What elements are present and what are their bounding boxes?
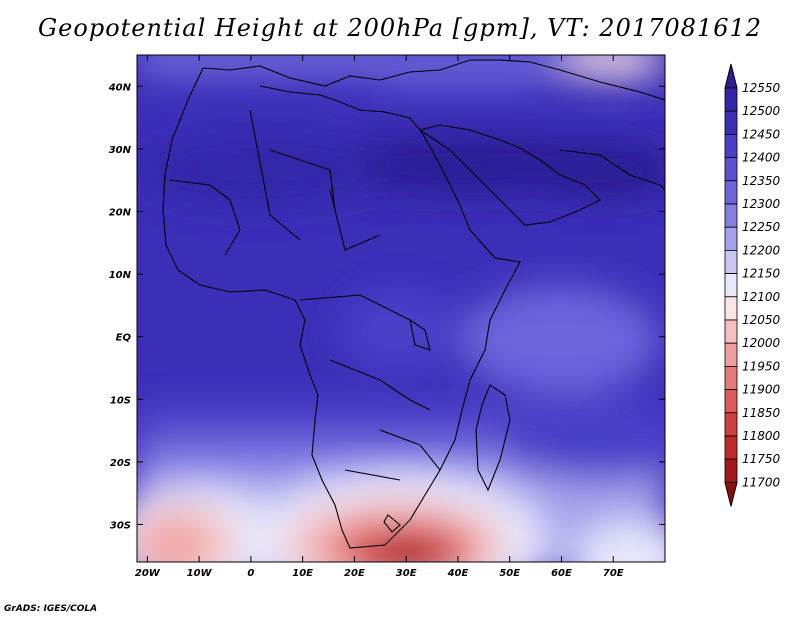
- height-field: [137, 55, 665, 562]
- colorbar-min-arrow: [724, 481, 738, 507]
- colorbar-label: 11850: [742, 406, 781, 420]
- colorbar-swatch: [724, 365, 738, 390]
- y-tick-label: 30S: [110, 520, 131, 531]
- plot-frame: [136, 54, 666, 563]
- colorbar-swatch: [724, 412, 738, 437]
- colorbar-swatch: [724, 319, 738, 344]
- colorbar-label: 12500: [742, 104, 781, 118]
- x-tick-label: 10E: [292, 568, 313, 579]
- colorbar-swatch: [724, 458, 738, 483]
- colorbar-label: 12050: [742, 313, 781, 327]
- colorbar-swatch: [724, 342, 738, 367]
- x-tick-label: 20E: [344, 568, 365, 579]
- colorbar-swatch: [724, 296, 738, 321]
- colorbar-swatch: [724, 87, 738, 112]
- colorbar-swatch: [724, 180, 738, 205]
- colorbar-label: 12450: [742, 127, 781, 141]
- y-tick-label: EQ: [116, 333, 132, 344]
- y-tick-label: 40N: [108, 82, 132, 93]
- colorbar-label: 12400: [742, 151, 781, 165]
- colorbar-label: 12250: [742, 220, 781, 234]
- y-tick-label: 20S: [110, 458, 131, 469]
- colorbar-swatch: [724, 273, 738, 298]
- coastlines: [162, 59, 665, 549]
- x-tick-label: 60E: [551, 568, 572, 579]
- colorbar-label: 11950: [742, 359, 781, 373]
- colorbar-swatch: [724, 249, 738, 274]
- colorbar-swatch: [724, 389, 738, 414]
- colorbar-label: 11800: [742, 429, 781, 443]
- colorbar-label: 12550: [742, 81, 781, 95]
- y-axis: 40N 30N 20N 10N EQ 10S 20S 30S: [108, 82, 665, 531]
- colorbar-max-arrow: [724, 63, 738, 89]
- colorbar-swatch: [724, 133, 738, 158]
- grads-credit: GrADS: IGES/COLA: [4, 604, 98, 614]
- x-tick-label: 40E: [447, 568, 469, 579]
- colorbar-swatch: [724, 203, 738, 228]
- colorbar-label: 11750: [742, 452, 781, 466]
- x-tick-label: 30E: [396, 568, 417, 579]
- colorbar-swatch: [724, 435, 738, 460]
- colorbar-label: 11700: [742, 475, 781, 489]
- x-tick-label: 0: [247, 568, 254, 579]
- colorbar-swatch: [724, 110, 738, 135]
- x-tick-label: 10W: [187, 568, 213, 579]
- y-tick-label: 20N: [109, 207, 132, 218]
- colorbar-label: 11900: [742, 383, 781, 397]
- x-tick-label: 50E: [499, 568, 520, 579]
- y-tick-label: 30N: [109, 145, 132, 156]
- y-tick-label: 10S: [110, 395, 131, 406]
- colorbar: 12550 12500 12450 12400 12350 12300 12250 12200…: [724, 63, 781, 507]
- colorbar-label: 12200: [742, 243, 781, 257]
- x-axis: 20W 10W 0 10E 20E 30E 40E 50E 60E 70E: [135, 55, 624, 579]
- colorbar-label: 12100: [742, 290, 781, 304]
- x-tick-label: 20W: [135, 568, 161, 579]
- x-tick-label: 70E: [603, 568, 624, 579]
- colorbar-label: 12150: [742, 267, 781, 281]
- y-tick-label: 10N: [109, 270, 132, 281]
- colorbar-swatch: [724, 226, 738, 251]
- colorbar-label: 12000: [742, 336, 781, 350]
- colorbar-label: 12300: [742, 197, 781, 211]
- colorbar-swatch: [724, 157, 738, 182]
- colorbar-label: 12350: [742, 174, 781, 188]
- map-title: Geopotential Height at 200hPa [gpm], VT:…: [38, 14, 762, 42]
